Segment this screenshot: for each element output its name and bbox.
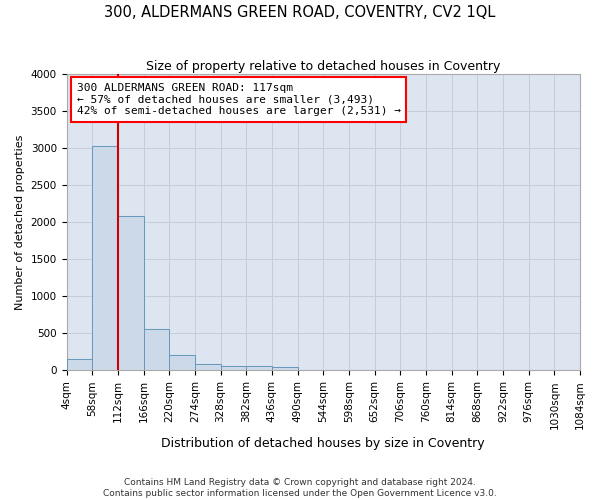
Polygon shape: [195, 364, 221, 370]
Text: 300, ALDERMANS GREEN ROAD, COVENTRY, CV2 1QL: 300, ALDERMANS GREEN ROAD, COVENTRY, CV2…: [104, 5, 496, 20]
X-axis label: Distribution of detached houses by size in Coventry: Distribution of detached houses by size …: [161, 437, 485, 450]
Title: Size of property relative to detached houses in Coventry: Size of property relative to detached ho…: [146, 60, 500, 73]
Polygon shape: [246, 366, 272, 370]
Polygon shape: [67, 359, 92, 370]
Polygon shape: [92, 146, 118, 370]
Polygon shape: [221, 366, 246, 370]
Text: 300 ALDERMANS GREEN ROAD: 117sqm
← 57% of detached houses are smaller (3,493)
42: 300 ALDERMANS GREEN ROAD: 117sqm ← 57% o…: [77, 83, 401, 116]
Polygon shape: [169, 355, 195, 370]
Polygon shape: [272, 366, 298, 370]
Text: Contains HM Land Registry data © Crown copyright and database right 2024.
Contai: Contains HM Land Registry data © Crown c…: [103, 478, 497, 498]
Polygon shape: [143, 329, 169, 370]
Y-axis label: Number of detached properties: Number of detached properties: [15, 134, 25, 310]
Polygon shape: [118, 216, 143, 370]
